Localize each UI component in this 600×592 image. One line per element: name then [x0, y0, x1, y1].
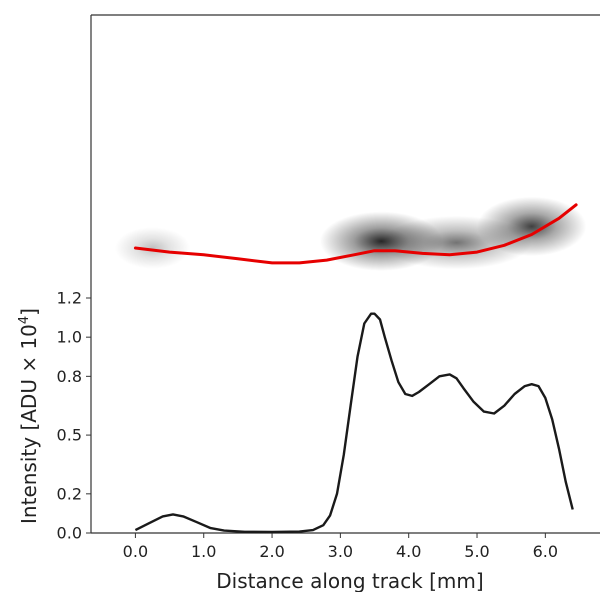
intensity-profile [134, 312, 574, 534]
y-axis-label-text: Intensity [ADU × 10 [17, 324, 41, 524]
ticks: 0.0 1.0 2.0 3.0 4.0 5.0 6.0 0.0 0.2 0.5 0.8 1.0 1.2 [57, 289, 559, 562]
profile-line [134, 312, 574, 534]
x-tick-label: 1.0 [191, 542, 216, 561]
y-tick-label: 0.5 [57, 426, 82, 445]
y-tick-label: 0.0 [57, 524, 82, 543]
x-tick-label: 6.0 [533, 542, 558, 561]
y-axis-label-superscript: 4 [17, 316, 32, 324]
track-image [114, 196, 587, 271]
y-tick-label: 0.8 [57, 367, 82, 386]
x-tick-label: 2.0 [259, 542, 284, 561]
axes [90, 14, 600, 534]
y-tick-label: 0.2 [57, 484, 82, 503]
y-tick-label: 1.2 [57, 289, 82, 308]
y-axis-label-suffix: ] [17, 308, 41, 316]
x-tick-label: 0.0 [123, 542, 148, 561]
y-axis-label: Intensity [ADU × 104] [17, 308, 41, 524]
track-blob [477, 196, 587, 257]
y-tick-label: 1.0 [57, 328, 82, 347]
x-axis-label: Distance along track [mm] [216, 569, 483, 592]
x-tick-label: 4.0 [396, 542, 421, 561]
x-tick-label: 5.0 [464, 542, 489, 561]
x-tick-label: 3.0 [328, 542, 353, 561]
track-blob [114, 227, 191, 269]
track-centerline [133, 203, 578, 265]
